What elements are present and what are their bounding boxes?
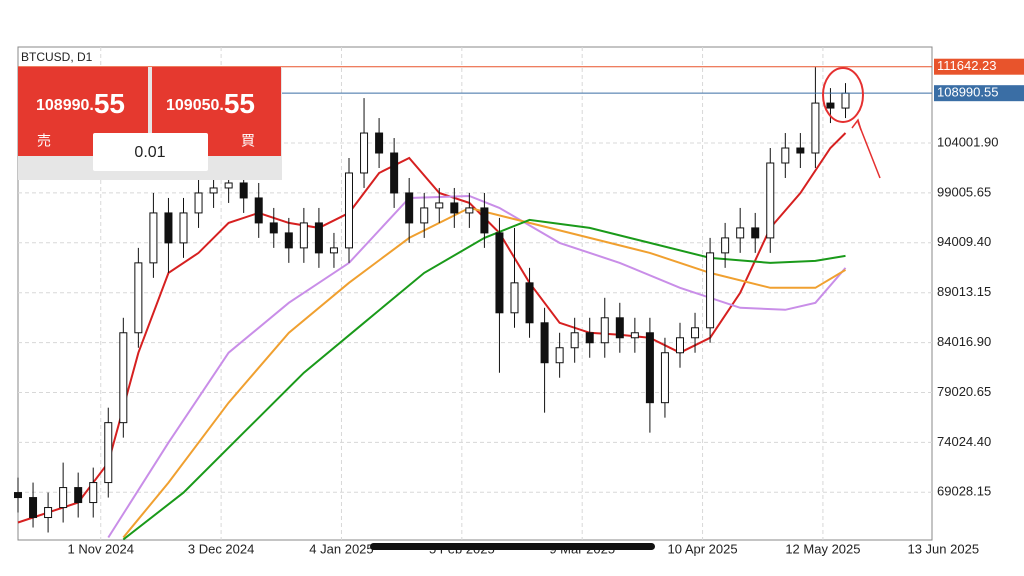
- candle-body: [630, 332, 639, 339]
- x-tick-label: 4 Jan 2025: [309, 541, 373, 556]
- candle-body: [841, 92, 850, 109]
- candle-body: [675, 337, 684, 354]
- annotation-arrow: [857, 121, 881, 179]
- moving-average: [107, 194, 847, 539]
- annotation-circle: [822, 67, 864, 123]
- candle-body: [585, 332, 594, 344]
- candle-body: [104, 422, 113, 484]
- order-panel: 108990.55 109050.55 売 買 0.01: [18, 67, 282, 180]
- candle-body: [405, 192, 414, 224]
- sell-price-big: 55: [94, 88, 125, 119]
- candle-body: [284, 232, 293, 249]
- moving-average: [122, 206, 847, 539]
- candle-body: [721, 237, 730, 254]
- candle-body: [465, 207, 474, 214]
- y-tick-label: 79020.65: [937, 384, 991, 399]
- candle-body: [59, 487, 68, 509]
- candle-body: [600, 317, 609, 344]
- candle-body: [540, 322, 549, 364]
- arrow-head: [851, 118, 862, 131]
- candle-body: [435, 202, 444, 209]
- volume: 0.01: [134, 144, 165, 161]
- buy-price: 109050.55: [166, 88, 255, 119]
- candle-body: [329, 247, 338, 254]
- y-tick-label: 89013.15: [937, 284, 991, 299]
- y-tick-label: 94009.40: [937, 234, 991, 249]
- price-tag: [934, 85, 1024, 102]
- x-tick-label: 3 Dec 2024: [188, 541, 255, 556]
- candle-body: [344, 172, 353, 249]
- candle-body: [299, 222, 308, 249]
- candle-body: [615, 317, 624, 339]
- candle-body: [134, 262, 143, 334]
- candle-body: [811, 102, 820, 154]
- candle-body: [706, 252, 715, 329]
- sell-label: 売: [37, 133, 51, 149]
- candle-body: [495, 232, 504, 314]
- candle-body: [781, 147, 790, 164]
- price-tag-label: 111642.23: [937, 58, 997, 73]
- labels: 104001.90 99005.65 94009.40 89013.15 84016.9…: [67, 58, 1024, 556]
- candle-body: [510, 282, 519, 314]
- sell-price-main: 108990.: [36, 97, 94, 114]
- candle-body: [269, 222, 278, 234]
- y-tick-label: 99005.65: [937, 184, 991, 199]
- candle-body: [375, 132, 384, 154]
- x-tick-label: 12 May 2025: [785, 541, 860, 556]
- x-tick-label: 13 Jun 2025: [907, 541, 979, 556]
- candle-body: [314, 222, 323, 254]
- buy-price-big: 55: [224, 88, 255, 119]
- candle-body: [209, 187, 218, 194]
- candle-body: [119, 332, 128, 424]
- buy-price-main: 109050.: [166, 97, 224, 114]
- candle-body: [751, 227, 760, 239]
- candle-body: [570, 332, 579, 349]
- scroll-bar: [370, 543, 655, 550]
- price-tag: [934, 58, 1024, 75]
- candle-body: [29, 497, 38, 519]
- x-tick-label: 10 Apr 2025: [667, 541, 737, 556]
- marks: [14, 66, 932, 541]
- candle-body: [480, 207, 489, 234]
- candle-body: [360, 132, 369, 174]
- volume-box[interactable]: [93, 133, 208, 171]
- candle-body: [239, 182, 248, 199]
- candle-body: [736, 227, 745, 239]
- y-tick-label: 74024.40: [937, 434, 991, 449]
- candle-body: [555, 347, 564, 364]
- candle-body: [14, 492, 22, 499]
- candle-body: [766, 162, 775, 239]
- y-tick-label: 69028.15: [937, 484, 991, 499]
- candle-body: [44, 507, 53, 519]
- candle-body: [660, 352, 669, 404]
- price-tag-label: 108990.55: [937, 85, 998, 100]
- candle-body: [796, 147, 805, 154]
- chart-title: BTCUSD, D1: [21, 50, 93, 64]
- candle-body: [254, 197, 263, 224]
- candle-body: [74, 487, 83, 504]
- candle-body: [826, 102, 835, 109]
- candle-body: [450, 202, 459, 214]
- x-tick-label: 1 Nov 2024: [67, 541, 134, 556]
- moving-average: [122, 218, 846, 541]
- buy-label: 買: [241, 133, 255, 149]
- y-tick-label: 84016.90: [937, 334, 991, 349]
- candle-body: [691, 327, 700, 339]
- sell-price: 108990.55: [36, 88, 125, 119]
- candle-body: [89, 482, 98, 504]
- candle-body: [164, 212, 173, 244]
- candle-body: [194, 192, 203, 214]
- candle-body: [390, 152, 399, 194]
- candle-body: [525, 282, 534, 324]
- candle-body: [179, 212, 188, 244]
- candle-body: [224, 182, 233, 189]
- candle-body: [645, 332, 654, 404]
- y-tick-label: 104001.90: [937, 134, 998, 149]
- candle-body: [420, 207, 429, 224]
- candle-body: [149, 212, 158, 264]
